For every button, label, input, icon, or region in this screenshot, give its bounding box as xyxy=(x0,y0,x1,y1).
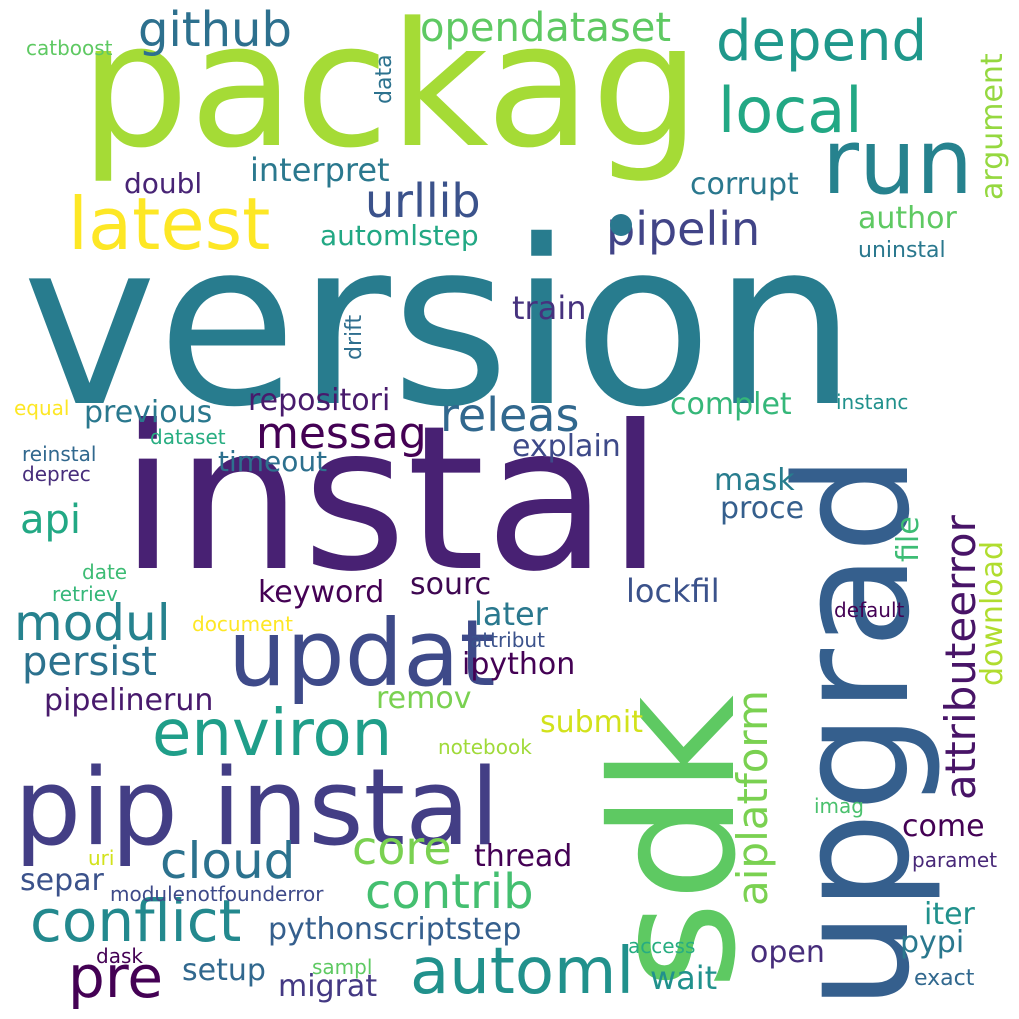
word-dataset: dataset xyxy=(150,425,226,449)
word-deprec: deprec xyxy=(22,462,91,486)
word-thread: thread xyxy=(474,839,573,874)
word-packag: packag xyxy=(80,0,701,186)
word-modulenotfounderror: modulenotfounderror xyxy=(110,882,324,906)
word-environ: environ xyxy=(152,697,393,771)
word-exact: exact xyxy=(914,966,975,991)
word-instanc: instanc xyxy=(836,390,909,414)
word-timeout: timeout xyxy=(218,445,328,478)
word-uninstal: uninstal xyxy=(858,238,946,263)
word-date: date xyxy=(82,560,128,584)
word-automlstep: automlstep xyxy=(320,219,479,252)
word-latest: latest xyxy=(68,182,271,266)
word-run: run xyxy=(822,110,974,215)
word-come: come xyxy=(902,809,985,844)
word-local: local xyxy=(718,74,863,147)
word-doubl: doubl xyxy=(124,167,203,200)
word-corrupt: corrupt xyxy=(690,167,799,202)
word-keyword: keyword xyxy=(258,575,385,610)
word-mask: mask xyxy=(714,463,795,498)
word-sourc: sourc xyxy=(410,567,492,602)
word-conflict: conflict xyxy=(30,887,242,955)
word-persist: persist xyxy=(22,639,157,685)
word-file: file xyxy=(891,516,926,562)
word-imag: imag xyxy=(814,794,864,818)
word-explain: explain xyxy=(512,429,621,464)
word-argument: argument xyxy=(975,53,1010,200)
word-later: later xyxy=(474,595,548,633)
word-opendataset: opendataset xyxy=(420,5,672,51)
word-contrib: contrib xyxy=(365,864,534,920)
word-dask: dask xyxy=(96,944,143,968)
word-version: version xyxy=(22,191,858,457)
word-core: core xyxy=(352,821,452,875)
word-interpret: interpret xyxy=(250,151,390,189)
word-depend: depend xyxy=(716,9,928,74)
word-data: data xyxy=(372,54,397,104)
word-lockfil: lockfil xyxy=(626,572,720,610)
word-api: api xyxy=(20,497,82,543)
word-messag: messag xyxy=(256,408,427,459)
dot-mark xyxy=(610,214,632,236)
word-modul: modul xyxy=(14,594,171,652)
word-download: download xyxy=(975,540,1010,686)
word-separ: separ xyxy=(20,863,104,898)
word-iter: iter xyxy=(924,897,975,932)
word-drift: drift xyxy=(342,314,367,360)
word-instal: instal xyxy=(120,383,664,616)
word-notebook: notebook xyxy=(438,735,532,759)
word-default: default xyxy=(834,598,905,622)
word-attribut: attribut xyxy=(470,628,545,652)
word-pypi: pypi xyxy=(900,925,965,960)
word-pipelin: pipelin xyxy=(606,202,761,256)
word-reinstal: reinstal xyxy=(22,442,97,466)
word-train: train xyxy=(512,289,587,327)
word-uri: uri xyxy=(88,846,115,870)
word-catboost: catboost xyxy=(26,36,113,60)
word-pythonscriptstep: pythonscriptstep xyxy=(268,912,522,947)
word-complet: complet xyxy=(670,387,792,422)
word-paramet: paramet xyxy=(912,848,998,872)
word-document: document xyxy=(192,612,293,636)
word-open: open xyxy=(750,935,825,970)
word-previous: previous xyxy=(84,395,213,430)
word-urllib: urllib xyxy=(365,174,481,228)
word-sampl: sampl xyxy=(312,955,373,979)
word-automl: automl xyxy=(410,935,635,1009)
word-updat: updat xyxy=(228,600,496,707)
word-pip-instal: pip instal xyxy=(14,746,500,869)
word-retriev: retriev xyxy=(52,582,118,606)
word-ipython: ipython xyxy=(462,647,576,682)
word-access: access xyxy=(628,934,696,958)
word-github: github xyxy=(138,2,292,58)
word-pipelinerun: pipelinerun xyxy=(44,683,214,718)
word-remov: remov xyxy=(376,681,472,716)
word-migrat: migrat xyxy=(278,969,378,1004)
word-setup: setup xyxy=(182,953,266,988)
word-equal: equal xyxy=(14,396,70,420)
word-cloud: cloud xyxy=(160,832,296,890)
word-wait: wait xyxy=(650,959,718,997)
word-releas: releas xyxy=(440,388,580,442)
word-repositori: repositori xyxy=(248,383,391,418)
word-submit: submit xyxy=(540,705,644,740)
word-aiplatform: aiplatform xyxy=(728,690,777,906)
word-proce: proce xyxy=(720,491,805,526)
word-author: author xyxy=(858,201,957,236)
word-pre: pre xyxy=(68,943,164,1011)
